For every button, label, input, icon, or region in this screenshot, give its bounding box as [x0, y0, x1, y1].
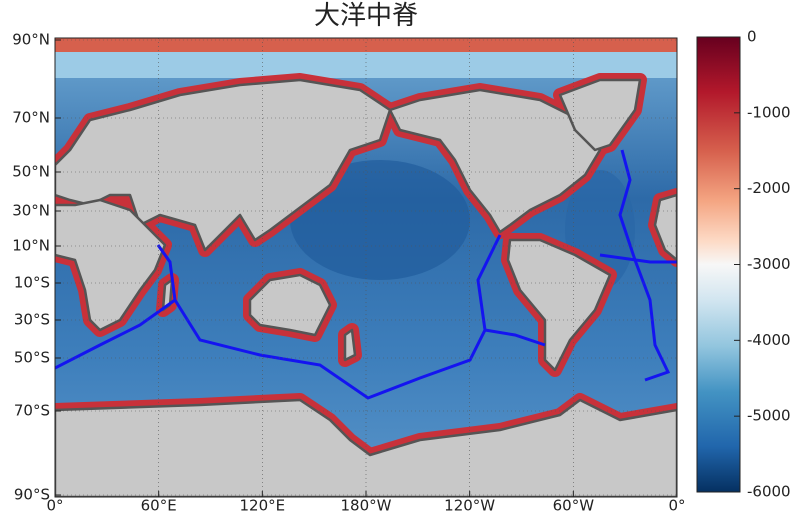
lon-label: 60°E — [141, 497, 177, 515]
colorbar-tick-label: -1000 — [747, 103, 791, 121]
land — [343, 328, 357, 362]
land — [388, 88, 602, 234]
lat-label: 30°S — [14, 311, 50, 329]
colorbar-tick-label: 0 — [747, 28, 757, 46]
colorbar-tick-label: -2000 — [747, 179, 791, 197]
colorbar-tick-label: -4000 — [747, 331, 791, 349]
colorbar — [696, 36, 741, 493]
lat-label: 90°S — [14, 486, 50, 504]
ridge-lines — [55, 149, 677, 400]
lon-label: 0° — [668, 497, 685, 515]
lat-label: 70°N — [12, 109, 50, 127]
graticule — [55, 38, 677, 497]
land — [558, 78, 642, 152]
lat-label: 10°S — [14, 274, 50, 292]
land — [55, 198, 167, 332]
map-title: 大洋中脊 — [314, 1, 418, 31]
land — [55, 398, 677, 497]
lat-label: 50°N — [12, 163, 50, 181]
colorbar-tick-label: -3000 — [747, 255, 791, 273]
lat-label: 50°S — [14, 349, 50, 367]
lon-label: 0° — [46, 497, 63, 515]
lat-label: 10°N — [12, 237, 50, 255]
map-area — [55, 38, 677, 497]
lat-label: 90°N — [12, 31, 50, 49]
lon-label: 120°E — [240, 497, 286, 515]
arctic-shelf-edge — [55, 38, 677, 52]
lon-label: 120°W — [444, 497, 495, 515]
land — [55, 78, 392, 252]
landmasses — [55, 78, 677, 497]
colorbar-tick-label: -5000 — [747, 407, 791, 425]
lon-label: 180°W — [341, 497, 392, 515]
lon-label: 60°W — [553, 497, 595, 515]
colorbar-tick-label: -6000 — [747, 483, 791, 501]
land — [506, 238, 612, 372]
lat-label: 30°N — [12, 202, 50, 220]
lat-label: 70°S — [14, 402, 50, 420]
deep-basin — [290, 160, 470, 280]
